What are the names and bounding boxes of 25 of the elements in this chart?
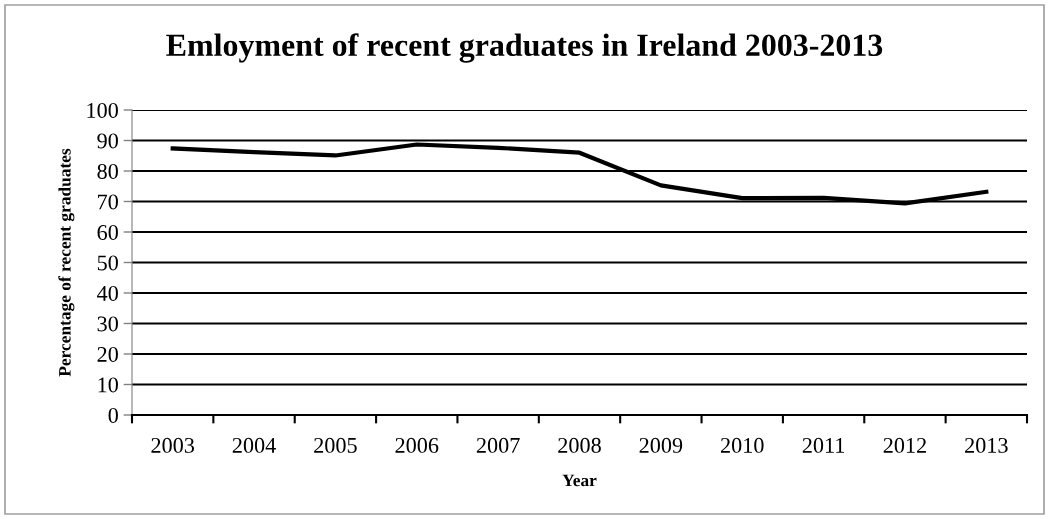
y-axis-title: Percentage of recent graduates — [58, 148, 75, 377]
x-tick-label: 2009 — [639, 437, 683, 453]
x-tick-label: 2007 — [476, 437, 520, 453]
y-tick-label: 40 — [97, 285, 118, 301]
y-tick-label: 30 — [97, 316, 118, 332]
y-tick-label: 20 — [97, 346, 118, 362]
x-tick-label: 2004 — [232, 437, 276, 453]
chart-title: Emloyment of recent graduates in Ireland 2003-2013 — [166, 33, 883, 63]
y-tick-label: 50 — [97, 255, 118, 271]
x-tick-label: 2010 — [720, 437, 764, 453]
x-tick-label: 2011 — [802, 437, 845, 453]
x-tick-label: 2008 — [558, 437, 601, 453]
y-tick-label: 90 — [97, 133, 118, 149]
y-tick-label: 60 — [97, 224, 118, 240]
x-tick-label: 2013 — [965, 437, 1008, 453]
x-tick-label: 2003 — [151, 437, 195, 453]
y-tick-label: 10 — [98, 377, 118, 393]
x-tick-label: 2012 — [883, 437, 926, 453]
x-axis-title: Year — [562, 474, 597, 487]
x-tick-label: 2005 — [314, 437, 357, 453]
y-tick-label: 100 — [87, 102, 118, 118]
y-tick-label: 80 — [97, 163, 118, 179]
x-tick-label: 2006 — [395, 437, 439, 453]
y-tick-label: 70 — [98, 194, 118, 210]
y-tick-label: 0 — [108, 407, 118, 423]
